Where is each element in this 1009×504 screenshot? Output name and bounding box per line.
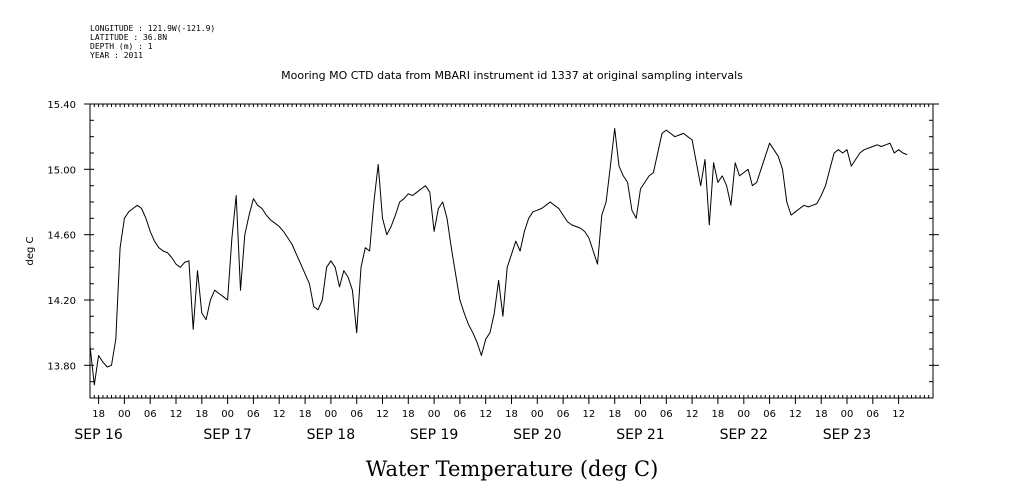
x-tick-label: 12 (479, 409, 492, 420)
x-tick-label: 18 (299, 409, 312, 420)
x-day-label: SEP 22 (720, 427, 768, 443)
x-tick-label: 18 (815, 409, 828, 420)
x-tick-label: 12 (686, 409, 699, 420)
x-tick-label: 06 (454, 409, 467, 420)
plot-frame (89, 103, 934, 399)
x-tick-label: 18 (712, 409, 725, 420)
x-tick-label: 12 (892, 409, 905, 420)
x-tick-label: 00 (325, 409, 338, 420)
header-latitude: LATITUDE : 36.8N (90, 33, 167, 42)
x-tick-label: 00 (118, 409, 131, 420)
x-tick-label: 00 (634, 409, 647, 420)
x-axis: 18 00 06 12 18 00 06 12 18 00 06 12 18 00 06 12 18 00 06 12… (74, 398, 905, 443)
x-tick-label: 00 (737, 409, 750, 420)
x-tick-label: 06 (866, 409, 879, 420)
x-tick-label: 00 (531, 409, 544, 420)
header-longitude: LONGITUDE : 121.9W(-121.9) (90, 24, 215, 33)
x-day-label: SEP 18 (307, 427, 355, 443)
x-tick-label: 18 (505, 409, 518, 420)
y-tick-label: 14.60 (47, 231, 76, 242)
series-layer (89, 128, 908, 386)
x-tick-label: 06 (247, 409, 260, 420)
x-tick-label: 00 (428, 409, 441, 420)
header-depth: DEPTH (m) : 1 (90, 42, 153, 51)
x-tick-label: 18 (402, 409, 415, 420)
x-tick-label: 12 (583, 409, 596, 420)
x-tick-label: 00 (841, 409, 854, 420)
x-day-label: SEP 20 (513, 427, 561, 443)
x-tick-label: 18 (608, 409, 621, 420)
series-line (89, 128, 908, 386)
x-tick-label: 00 (221, 409, 234, 420)
x-tick-label: 06 (660, 409, 673, 420)
y-tick-label: 15.00 (47, 165, 76, 176)
x-tick-label: 12 (170, 409, 183, 420)
minor-ticks (89, 103, 934, 399)
y-axis-label: deg C (25, 236, 36, 265)
x-axis-label: Water Temperature (deg C) (366, 457, 659, 481)
x-tick-label: 06 (350, 409, 363, 420)
x-day-label: SEP 21 (616, 427, 664, 443)
y-tick-label: 13.80 (47, 361, 76, 372)
y-axis: 13.80 14.20 14.60 15.00 15.40 (47, 100, 939, 372)
header-metadata: LONGITUDE : 121.9W(-121.9) LATITUDE : 36… (90, 24, 215, 60)
x-tick-label: 06 (763, 409, 776, 420)
x-tick-label: 18 (92, 409, 105, 420)
header-year: YEAR : 2011 (90, 51, 143, 60)
y-tick-label: 15.40 (47, 100, 76, 111)
x-tick-label: 18 (195, 409, 208, 420)
x-day-label: SEP 17 (203, 427, 251, 443)
x-day-label: SEP 23 (823, 427, 871, 443)
x-tick-label: 12 (789, 409, 802, 420)
y-tick-label: 14.20 (47, 296, 76, 307)
x-tick-label: 12 (273, 409, 286, 420)
x-tick-label: 06 (557, 409, 570, 420)
chart-title: Mooring MO CTD data from MBARI instrumen… (281, 69, 743, 82)
x-tick-label: 06 (144, 409, 157, 420)
x-day-label: SEP 16 (74, 427, 123, 443)
x-tick-label: 12 (376, 409, 389, 420)
x-day-label: SEP 19 (410, 427, 458, 443)
